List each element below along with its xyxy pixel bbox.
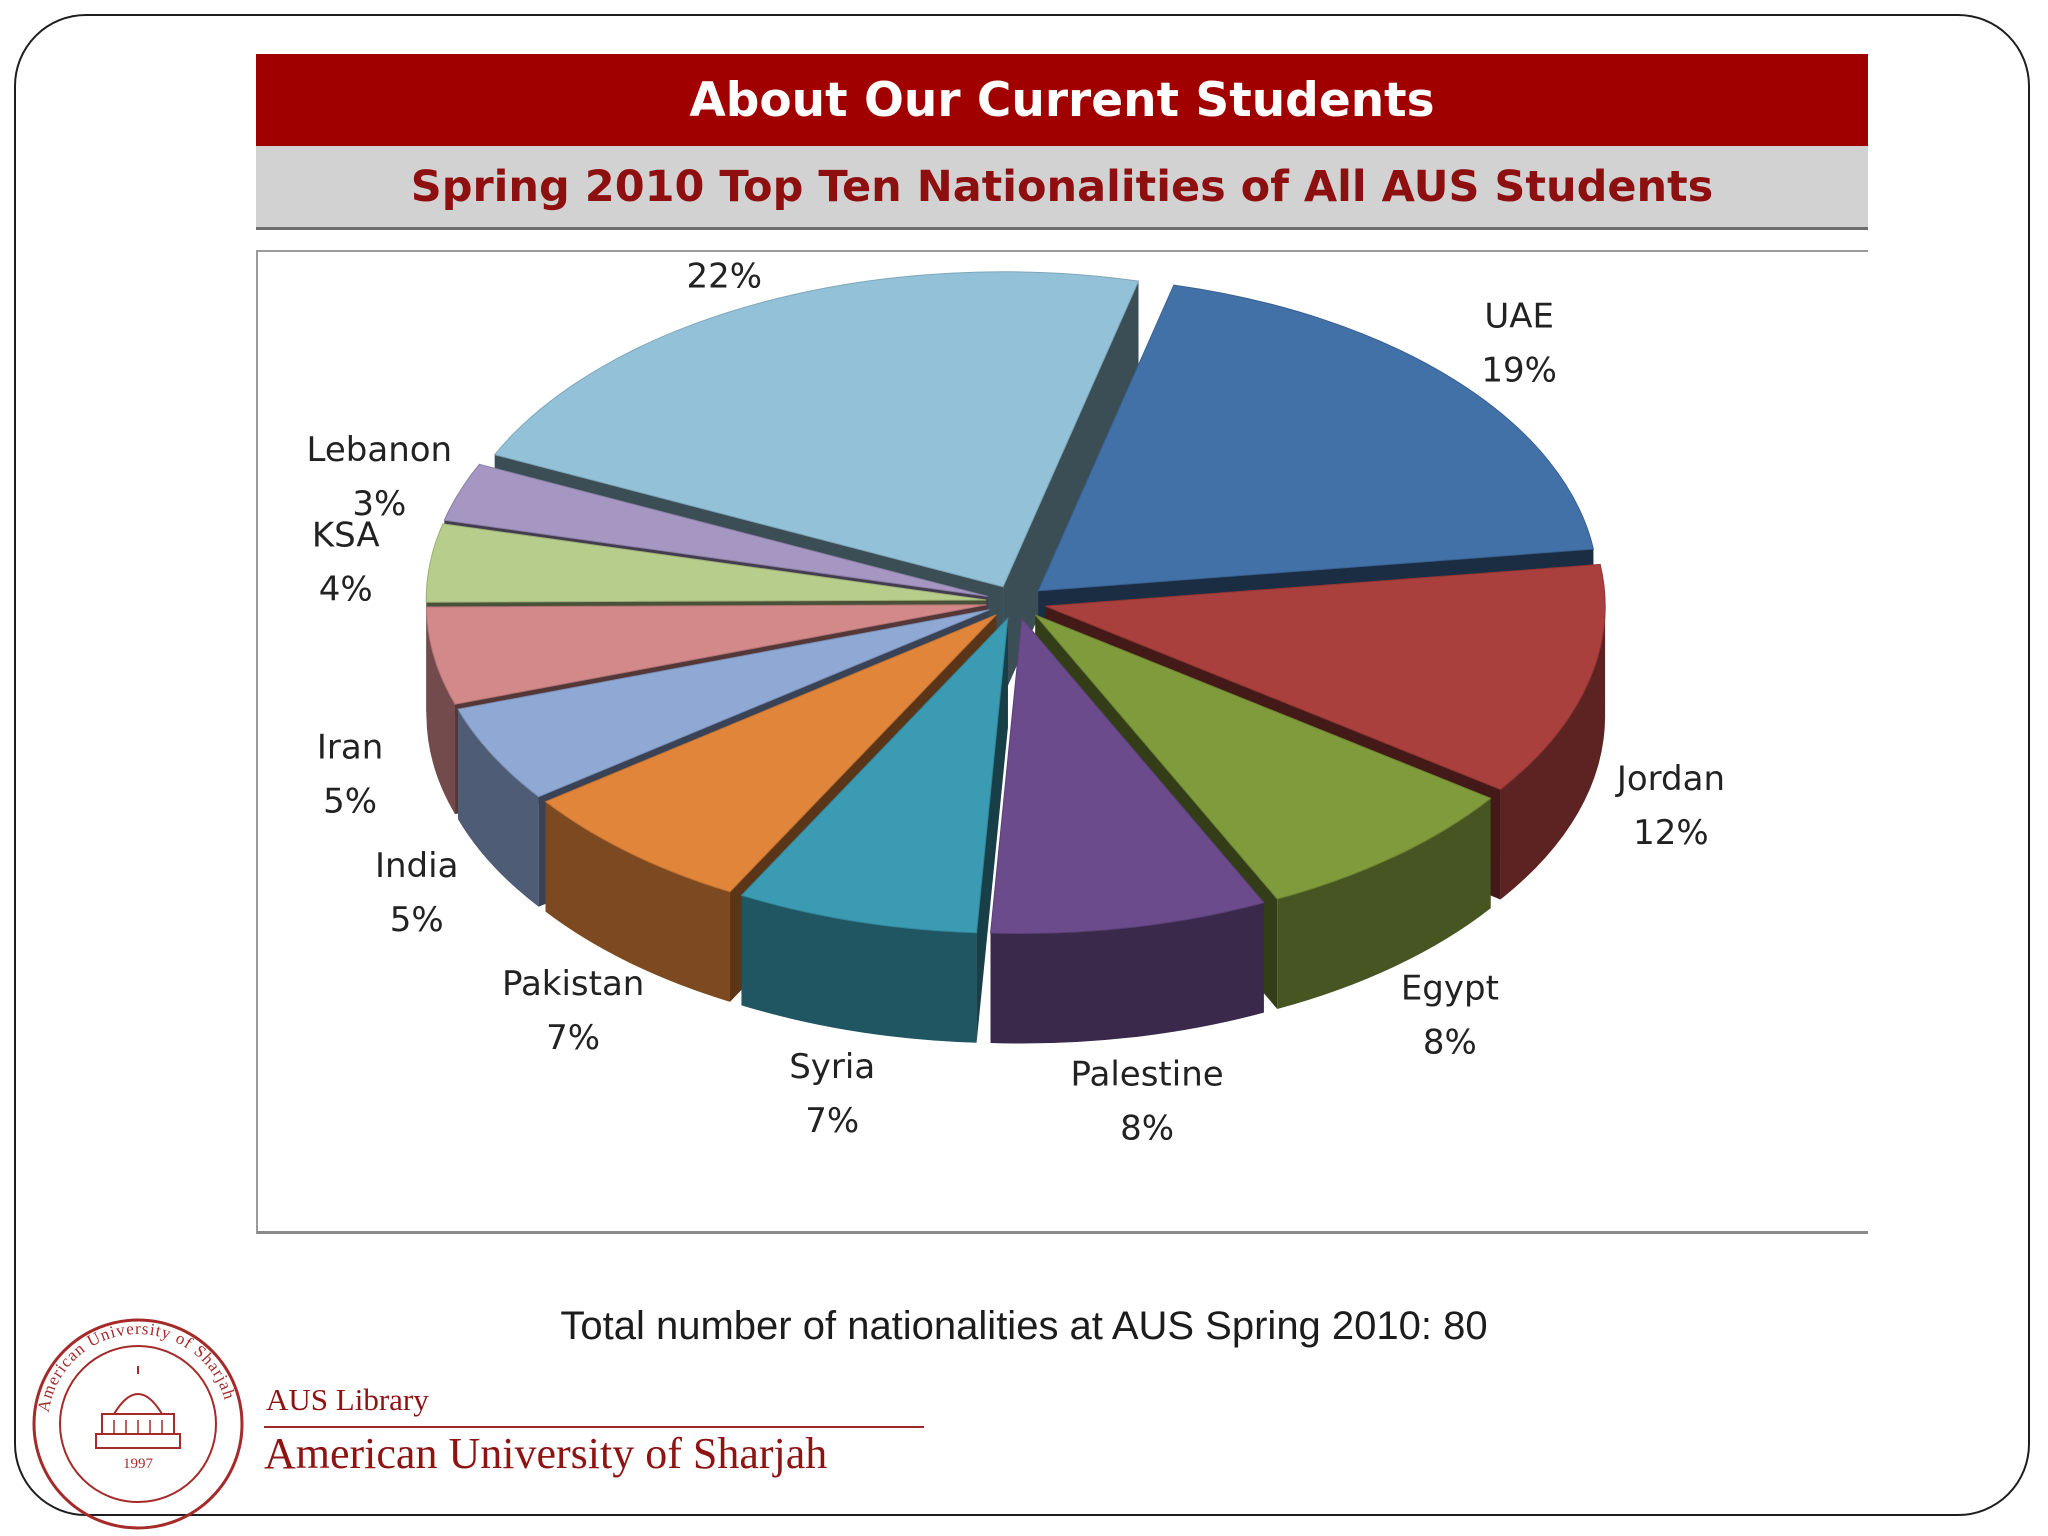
footnote: Total number of nationalities at AUS Spr…: [560, 1304, 1488, 1348]
slice-top: [544, 614, 997, 893]
slice-top: [1037, 284, 1595, 592]
chart-area: UAE 19% Jordan 12% Egypt 8% Palestine 8% Syria 7%…: [256, 250, 1868, 1234]
university-name: American University of Sharjah: [264, 1429, 828, 1478]
slice-value-iran: 5%: [323, 781, 377, 821]
slice-rim: [457, 709, 539, 907]
slice-top: [990, 617, 1265, 935]
slice-rim: [545, 801, 730, 1002]
slide-title-text: About Our Current Students: [689, 72, 1435, 128]
slice-label-india: India: [375, 846, 458, 886]
library-name: AUS Library: [266, 1382, 429, 1417]
pie-chart: UAE 19% Jordan 12% Egypt 8% Palestine 8% Syria 7%…: [307, 256, 1726, 1148]
seal-year: 1997: [123, 1456, 154, 1472]
slice-top: [425, 604, 987, 705]
slice-label-ksa: KSA: [312, 516, 380, 556]
slice-rim: [1277, 798, 1491, 1010]
slice-value-jordan: 12%: [1633, 813, 1709, 853]
slice-rim: [990, 902, 1264, 1044]
university-seal-logo: American University of Sharjah 1997: [32, 1318, 244, 1530]
slice-top: [1034, 614, 1492, 900]
slice-side-wall: [1003, 281, 1139, 697]
slice-label-iran: Iran: [317, 727, 383, 767]
slice-label-jordan: Jordan: [1615, 759, 1725, 799]
slice-label-palestine: Palestine: [1071, 1054, 1224, 1094]
slice-label-lebanon: Lebanon: [307, 430, 453, 470]
slice-top: [443, 463, 988, 597]
chart-title: Spring 2010 Top Ten Nationalities of All…: [256, 146, 1868, 230]
slice-value-syria: 7%: [805, 1101, 859, 1141]
slice-label-uae: UAE: [1484, 296, 1554, 336]
slice-top: [493, 271, 1140, 588]
slice-top: [740, 616, 1009, 934]
pie-slice-syria: [740, 616, 1009, 1043]
slice-value-uae: 19%: [1481, 350, 1557, 390]
org-divider: [264, 1426, 924, 1428]
slice-rim: [1500, 606, 1606, 900]
slice-label-pakistan: Pakistan: [502, 964, 644, 1004]
slice-value-india: 5%: [390, 900, 444, 940]
slice-value-palestine: 8%: [1120, 1108, 1174, 1148]
slice-value-egypt: 8%: [1423, 1022, 1477, 1062]
slice-value-ksa: 4%: [319, 570, 373, 610]
slice-value-pakistan: 7%: [546, 1018, 600, 1058]
slice-label-egypt: Egypt: [1401, 968, 1499, 1008]
slice-rim: [741, 895, 977, 1043]
slice-top: [425, 523, 987, 603]
slice-rim: [426, 606, 456, 815]
slice-top: [457, 609, 990, 798]
slice-value-other: 22%: [687, 256, 763, 296]
slide-title: About Our Current Students: [256, 54, 1868, 146]
slice-value-lebanon: 3%: [352, 484, 406, 524]
chart-title-text: Spring 2010 Top Ten Nationalities of All…: [410, 161, 1714, 212]
pie-slice-palestine: [990, 617, 1265, 1044]
slice-top: [1044, 563, 1606, 791]
slice-label-syria: Syria: [789, 1047, 875, 1087]
